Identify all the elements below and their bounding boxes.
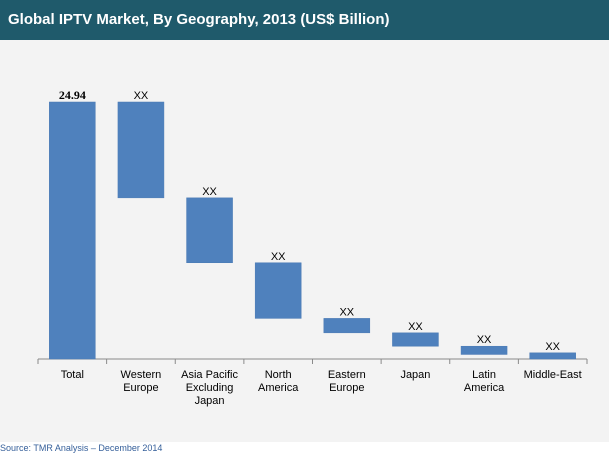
bar-middle-east [529,352,576,360]
bar-latin-america [460,345,508,355]
category-label: Total [61,369,84,381]
data-label: XX [477,334,492,346]
data-label: 24.94 [59,88,86,102]
bar-eastern-europe [323,318,371,334]
bar-total [49,101,96,360]
chart-header: Global IPTV Market, By Geography, 2013 (… [0,0,609,40]
data-label: XX [271,251,286,263]
data-label: XX [339,306,354,318]
data-label: XX [545,341,560,353]
bar-western-europe [117,101,165,199]
source-note: Source: TMR Analysis – December 2014 [0,443,163,453]
chart-title: Global IPTV Market, By Geography, 2013 (… [8,11,390,28]
bar-asia-pacific-excluding-japan [186,197,233,264]
waterfall-chart: 24.94 Total XX Western Europe XX Asia Pacific E… [37,88,588,407]
data-label: XX [202,186,217,198]
bar-north-america [254,262,302,319]
category-label: Eastern Europe [328,369,366,394]
category-label: Middle-East [524,369,582,381]
data-label: XX [134,90,149,102]
category-label: North America [258,369,299,394]
data-label: XX [408,321,423,333]
category-label: Latin America [464,369,505,394]
category-label: Japan [400,369,430,381]
chart-panel [0,40,609,442]
category-label: Asia Pacific Excluding Japan [181,369,238,407]
bar-japan [392,332,439,347]
category-label: Western Europe [121,369,162,394]
